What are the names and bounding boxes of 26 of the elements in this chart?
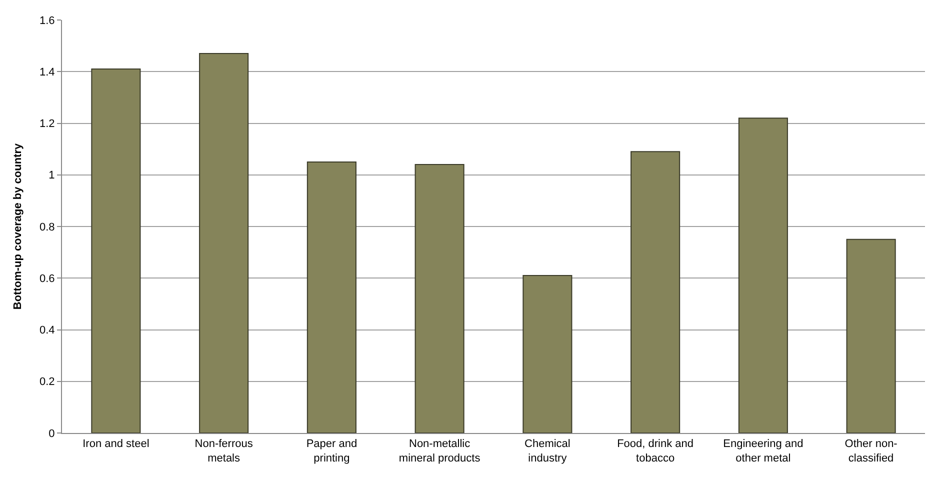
x-tick-label: Paper and printing xyxy=(306,438,358,464)
bar xyxy=(738,118,788,433)
bar xyxy=(630,151,680,433)
y-tick-label: 1.2 xyxy=(40,118,55,130)
y-tick-label: 0.6 xyxy=(40,272,55,285)
bar xyxy=(91,68,141,433)
x-tick-label: Chemical industry xyxy=(524,438,570,464)
x-tick-label: Iron and steel xyxy=(82,438,150,450)
x-tick-label: Non-ferrous metals xyxy=(194,438,254,464)
y-tick-label: 0.4 xyxy=(40,324,55,337)
y-tick-label: 0.8 xyxy=(40,221,55,234)
y-tick-label: 0 xyxy=(48,428,55,440)
y-tick-label: 1 xyxy=(48,170,55,182)
x-tick-label: Food, drink and tobacco xyxy=(617,438,694,464)
bar xyxy=(846,238,896,433)
y-tick-label: 1.4 xyxy=(40,66,55,78)
y-axis-title: Bottom-up coverage by country xyxy=(12,142,24,310)
x-tick-label: Non-metallic mineral products xyxy=(398,438,481,464)
x-tick-label: Other non-classified xyxy=(844,438,898,464)
bar xyxy=(199,53,249,433)
bar xyxy=(414,164,464,433)
bar xyxy=(522,275,572,433)
y-tick-label: 0.2 xyxy=(40,376,55,388)
y-tick-label: 1.6 xyxy=(40,14,55,27)
bar xyxy=(306,161,356,433)
x-tick-label: Engineering and other metal xyxy=(723,438,804,464)
